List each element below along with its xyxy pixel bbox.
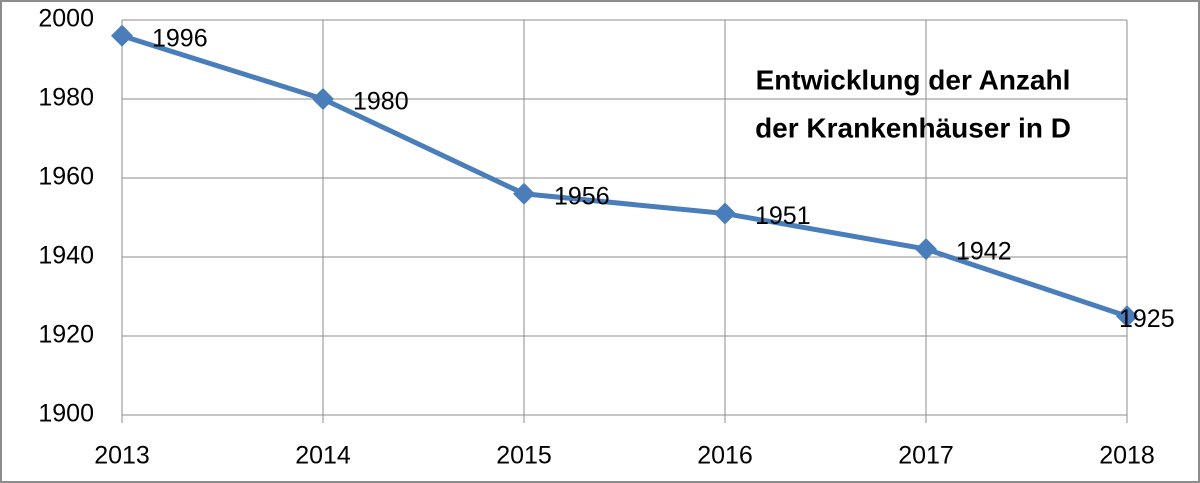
data-point [513,182,535,205]
x-tick-label: 2016 [697,442,753,470]
y-tick-label: 1920 [38,321,94,349]
data-label: 1925 [1119,305,1175,333]
y-tick-label: 1940 [38,242,94,270]
x-tick-label: 2017 [898,442,954,470]
y-tick-label: 1980 [38,84,94,112]
data-point [1116,305,1138,328]
data-point [312,88,334,110]
y-tick-label: 2000 [38,5,94,33]
y-tick-label: 1900 [38,400,94,428]
x-tick-label: 2015 [496,442,552,470]
chart-title: der Krankenhäuser in D [755,112,1071,143]
series-line [121,33,1128,319]
data-label: 1951 [755,202,811,230]
x-tick-label: 2013 [94,442,150,470]
x-tick-label: 2014 [295,442,351,470]
x-tick-label: 2018 [1099,442,1155,470]
data-point [714,202,736,225]
data-label: 1980 [353,88,409,116]
chart-title: Entwicklung der Anzahl [756,64,1071,95]
data-label: 1996 [152,24,208,52]
data-point [111,24,133,47]
y-tick-label: 1960 [38,163,94,191]
data-point [915,238,937,261]
data-label: 1942 [956,238,1012,266]
data-label: 1956 [554,182,610,210]
